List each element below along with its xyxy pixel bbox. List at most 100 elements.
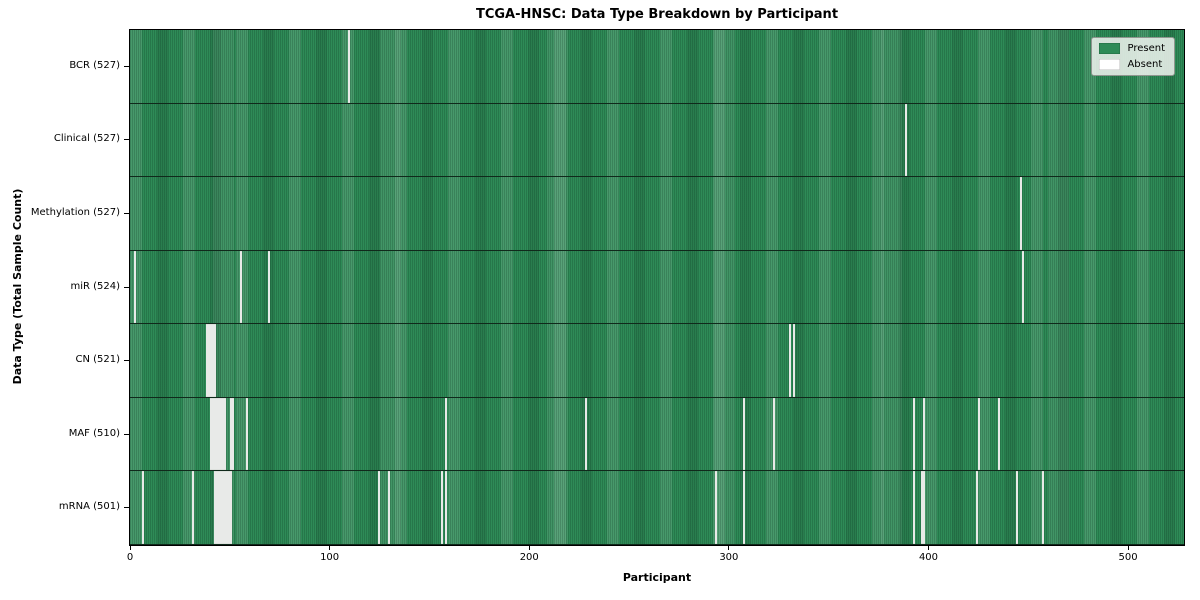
y-tick-mark [124, 212, 129, 214]
absent-mark [219, 471, 222, 545]
absent-mark [792, 324, 795, 397]
y-tick-label-bcr: BCR (527) [69, 59, 120, 71]
x-tick-label-200: 200 [519, 552, 539, 563]
legend-label-present: Present [1127, 43, 1165, 54]
absent-mark [585, 397, 588, 471]
absent-mark [191, 471, 194, 545]
legend-label-absent: Absent [1127, 59, 1163, 70]
x-tick-mark [129, 546, 131, 550]
absent-mark [904, 103, 907, 177]
absent-mark [920, 471, 923, 545]
absent-mark [978, 397, 981, 471]
y-tick-mark [124, 65, 129, 67]
x-tick-label-500: 500 [1118, 552, 1138, 563]
x-axis-label: Participant [622, 571, 692, 584]
x-tick-label-300: 300 [719, 552, 739, 563]
absent-mark [1020, 177, 1023, 250]
heatmap-row-clinical [130, 103, 1184, 178]
legend: Present Absent [1091, 37, 1175, 76]
absent-mark [922, 471, 925, 545]
absent-mark [221, 397, 224, 471]
absent-mark [215, 397, 218, 471]
absent-mark [213, 324, 216, 397]
chart-title: TCGA-HNSC: Data Type Breakdown by Partic… [475, 7, 839, 22]
absent-mark [742, 397, 745, 471]
absent-mark [213, 397, 216, 471]
present-swatch [1099, 43, 1121, 54]
absent-mark [141, 471, 144, 545]
heatmap-row-mir [130, 250, 1184, 325]
absent-mark [217, 397, 220, 471]
absent-mark [213, 471, 216, 545]
absent-mark [445, 471, 448, 545]
y-tick-label-mir: miR (524) [70, 280, 120, 292]
x-tick-mark [1127, 546, 1129, 550]
absent-mark [215, 471, 218, 545]
absent-mark [245, 397, 248, 471]
absent-mark [347, 30, 350, 103]
absent-mark [445, 397, 448, 471]
absent-mark [205, 324, 208, 397]
y-tick-label-cn: CN (521) [75, 354, 120, 366]
absent-mark [1022, 250, 1025, 324]
absent-mark [227, 471, 230, 545]
absent-mark [912, 397, 915, 471]
y-tick-mark [124, 433, 129, 435]
absent-mark [209, 324, 212, 397]
heatmap-row-methylation [130, 177, 1184, 251]
absent-mark [229, 397, 232, 471]
x-tick-label-0: 0 [126, 552, 134, 563]
absent-mark [221, 471, 224, 545]
absent-mark [133, 250, 136, 324]
x-tick-label-400: 400 [918, 552, 939, 563]
x-tick-mark [528, 546, 530, 550]
absent-mark [788, 324, 791, 397]
absent-mark [219, 397, 222, 471]
absent-mark [922, 397, 925, 471]
x-tick-label-100: 100 [320, 552, 340, 563]
y-tick-label-clinical: Clinical (527) [53, 133, 120, 145]
absent-mark [714, 471, 717, 545]
absent-mark [912, 471, 915, 545]
absent-mark [229, 471, 232, 545]
x-tick-mark [329, 546, 331, 550]
x-tick-mark [927, 546, 929, 550]
y-tick-mark [124, 507, 129, 509]
absent-mark [387, 471, 390, 545]
y-tick-mark [124, 286, 129, 288]
legend-entry-present: Present [1099, 43, 1165, 54]
absent-mark [742, 471, 745, 545]
absent-mark [209, 397, 212, 471]
y-tick-label-mrna: mRNA (501) [58, 501, 120, 513]
absent-mark [267, 250, 270, 324]
y-tick-label-methylation: Methylation (527) [30, 206, 120, 218]
absent-mark [207, 324, 210, 397]
absent-mark [239, 250, 242, 324]
absent-mark [772, 397, 775, 471]
heatmap-row-cn [130, 324, 1184, 398]
y-tick-mark [124, 360, 129, 362]
legend-entry-absent: Absent [1099, 59, 1165, 70]
absent-mark [998, 397, 1001, 471]
y-tick-label-maf: MAF (510) [68, 427, 120, 439]
absent-mark [441, 471, 444, 545]
heatmap-row-maf [130, 397, 1184, 472]
absent-mark [211, 324, 214, 397]
heatmap-row-mrna [130, 471, 1184, 546]
absent-mark [223, 471, 226, 545]
absent-mark [1042, 471, 1045, 545]
plot-area: Present Absent [129, 29, 1185, 546]
absent-mark [231, 397, 234, 471]
absent-mark [211, 397, 214, 471]
absent-mark [223, 397, 226, 471]
x-tick-mark [728, 546, 730, 550]
absent-mark [976, 471, 979, 545]
absent-mark [225, 471, 228, 545]
absent-swatch [1099, 59, 1121, 70]
heatmap-row-bcr [130, 30, 1184, 104]
y-tick-mark [124, 139, 129, 141]
absent-mark [377, 471, 380, 545]
absent-mark [217, 471, 220, 545]
absent-mark [1016, 471, 1019, 545]
